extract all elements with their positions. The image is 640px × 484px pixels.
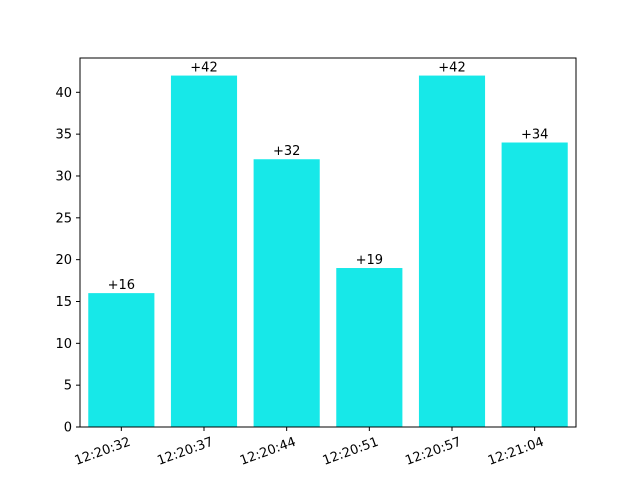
bar-12-20-44: [253, 159, 320, 427]
plot-area-frame: [79, 57, 577, 428]
bars-layer: [88, 75, 568, 428]
bar-value-label: +42: [438, 61, 465, 76]
y-tick-label: 15: [55, 295, 72, 310]
y-tick-label: 30: [55, 169, 72, 184]
x-tick-label: 12:20:44: [238, 435, 298, 469]
bar-value-label: +19: [356, 253, 383, 268]
y-tick-label: 25: [55, 211, 72, 226]
x-tick-label: 12:20:32: [73, 435, 133, 469]
bar-12-20-32: [88, 293, 155, 427]
bar-value-label: +34: [521, 128, 548, 143]
y-tick-label: 10: [55, 337, 72, 352]
bar-12-20-51: [336, 268, 403, 427]
y-tick-label: 0: [64, 421, 72, 436]
bar-12-20-57: [418, 75, 486, 428]
y-tick-label: 40: [55, 86, 72, 101]
y-tick-label: 5: [64, 379, 72, 394]
data-labels-layer: +16 +42 +32 +19 +42 +34: [108, 61, 549, 294]
x-tick-label: 12:21:04: [486, 435, 546, 469]
bar-value-label: +42: [190, 61, 217, 76]
y-tick-label: 35: [55, 128, 72, 143]
y-axis: 0 5 10 15 20 25 30 35 40: [55, 86, 80, 436]
bar-12-20-37: [170, 75, 238, 428]
x-tick-label: 12:20:37: [155, 435, 215, 469]
x-tick-label: 12:20:51: [321, 435, 381, 469]
bar-12-21-04: [501, 142, 568, 428]
x-axis: 12:20:32 12:20:37 12:20:44 12:20:51 12:20:57…: [73, 427, 546, 469]
x-tick-label: 12:20:57: [403, 435, 463, 469]
bar-value-label: +16: [108, 278, 135, 293]
bar-value-label: +32: [273, 144, 300, 159]
y-tick-label: 20: [55, 253, 72, 268]
